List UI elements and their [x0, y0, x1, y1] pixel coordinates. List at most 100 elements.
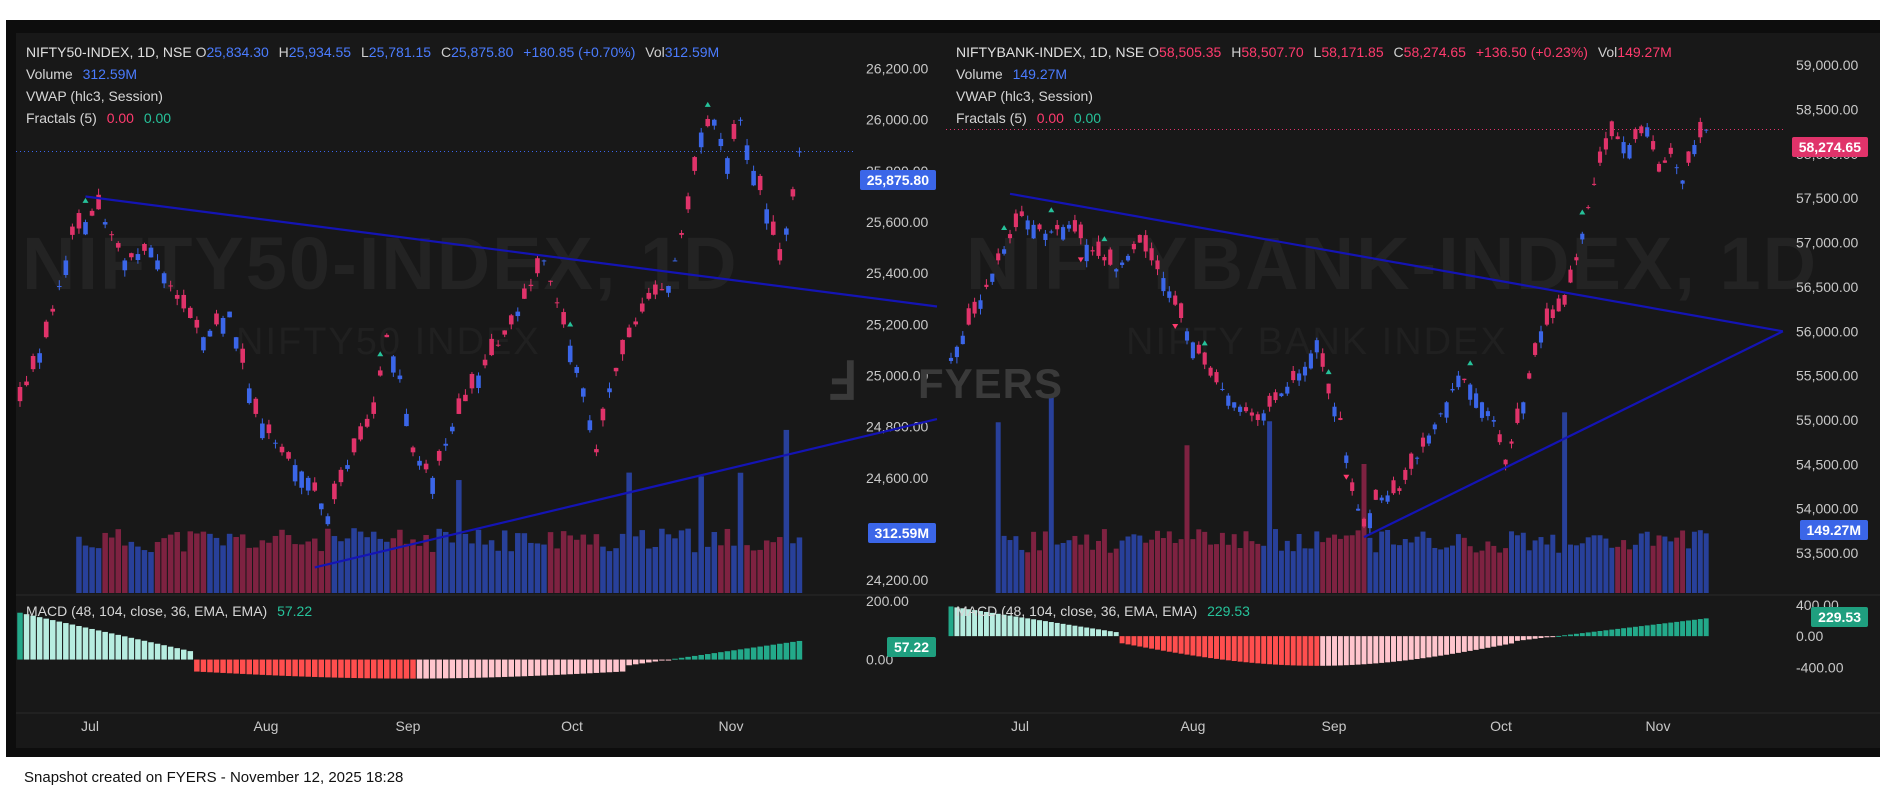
vwap-row[interactable]: VWAP (hlc3, Session)	[956, 85, 1672, 107]
volume-bar	[266, 542, 272, 593]
candle-body	[633, 321, 638, 325]
macd-bar	[1520, 636, 1526, 641]
volume-bar	[646, 548, 652, 593]
macd-tick-label: -400.00	[1796, 659, 1844, 675]
macd-bar	[311, 659, 318, 677]
candle-body	[1320, 353, 1325, 367]
nifty50-chart-svg[interactable]: 26,200.0026,000.0025,800.0025,600.0025,4…	[16, 33, 948, 748]
high-value: 58,507.70	[1241, 44, 1304, 60]
volume-bar	[108, 537, 115, 593]
macd-bar	[1184, 636, 1190, 655]
volume-bar	[1373, 552, 1379, 593]
volume-bar	[403, 543, 410, 593]
candle-body	[1297, 373, 1302, 381]
volume-bar	[1278, 550, 1284, 593]
candle-body	[1184, 331, 1190, 341]
macd-bar	[1101, 630, 1107, 637]
candle-body	[37, 353, 42, 363]
volume-bar	[757, 549, 763, 593]
macd-bar	[1255, 636, 1261, 664]
candle-body	[1072, 220, 1077, 232]
macd-bar	[1237, 636, 1243, 662]
open-value: 58,505.35	[1159, 44, 1222, 60]
macd-bar	[1308, 636, 1314, 666]
candle-body	[1120, 262, 1125, 265]
candle-body	[430, 477, 435, 494]
macd-bar	[948, 606, 954, 637]
candle-body	[1562, 295, 1567, 305]
macd-bar	[469, 659, 475, 678]
candle-body	[482, 359, 488, 366]
macd-bar	[331, 659, 338, 678]
volume-bar	[469, 543, 475, 593]
macd-bar	[161, 645, 167, 660]
snapshot-footer: Snapshot created on FYERS - November 12,…	[24, 769, 404, 786]
fractals-label: Fractals (5)	[26, 110, 97, 126]
macd-legend[interactable]: MACD (48, 104, close, 36, EMA, EMA) 57.2…	[26, 603, 312, 619]
macd-bar	[292, 659, 298, 677]
candle-body	[227, 311, 232, 318]
volume-bar	[718, 545, 724, 593]
volume-bar	[1426, 537, 1432, 593]
volume-row[interactable]: Volume 149.27M	[956, 63, 1672, 85]
volume-bar	[750, 550, 757, 593]
candle-body	[260, 423, 265, 439]
macd-bar	[1361, 636, 1367, 665]
macd-bar	[995, 613, 1001, 637]
candle-body	[1243, 407, 1249, 412]
macd-bar	[76, 626, 82, 660]
macd-bar	[1597, 631, 1603, 637]
candle-body	[1350, 482, 1355, 491]
candle-body	[1232, 402, 1237, 408]
candle-body	[990, 273, 995, 282]
macd-bar	[1615, 628, 1621, 637]
volume-bar	[1337, 538, 1343, 593]
volume-bar	[770, 542, 777, 593]
volume-bar	[1225, 544, 1231, 593]
candle-body	[469, 373, 475, 389]
candle-body	[214, 313, 219, 325]
candle-body	[1356, 508, 1361, 511]
candle-body	[1084, 244, 1089, 262]
volume-bar	[1485, 541, 1491, 593]
volume-row[interactable]: Volume 312.59M	[26, 63, 719, 85]
macd-bar	[429, 659, 436, 679]
macd-bar	[685, 656, 691, 660]
volume-bar	[560, 531, 567, 593]
nifty50-chart-panel[interactable]: NIFTY50-INDEX, 1D NIFTY50 INDEX 26,200.0…	[16, 33, 948, 748]
niftybank-chart-panel[interactable]: NIFTYBANK-INDEX, 1D NIFTY BANK INDEX 59,…	[946, 33, 1880, 748]
vwap-row[interactable]: VWAP (hlc3, Session)	[26, 85, 719, 107]
candle-body	[1556, 298, 1561, 312]
macd-legend[interactable]: MACD (48, 104, close, 36, EMA, EMA) 229.…	[956, 603, 1250, 619]
niftybank-chart-svg[interactable]: 59,000.0058,500.0058,000.0057,500.0057,0…	[946, 33, 1880, 748]
volume-bar	[1503, 548, 1509, 593]
macd-bar	[115, 634, 122, 660]
macd-bar	[1355, 636, 1361, 665]
volume-bar	[1420, 531, 1426, 593]
fractals-row[interactable]: Fractals (5) 0.00 0.00	[956, 107, 1672, 129]
macd-bar	[1668, 622, 1674, 637]
macd-bar	[1119, 636, 1125, 644]
open-value: 25,834.30	[206, 44, 269, 60]
volume-bar	[102, 532, 108, 593]
candle-body	[777, 249, 783, 261]
candle-body	[450, 426, 455, 432]
macd-bar	[1550, 636, 1556, 638]
fractal-up-marker	[82, 197, 89, 203]
macd-bar	[1113, 632, 1119, 637]
candle-body	[43, 321, 49, 338]
macd-bar	[442, 659, 449, 679]
macd-bar	[698, 654, 704, 660]
volume-bar	[1514, 535, 1520, 593]
candle-body	[984, 284, 989, 287]
macd-bar	[1349, 636, 1355, 665]
candle-body	[1013, 213, 1018, 228]
macd-bar	[246, 659, 253, 675]
fractals-row[interactable]: Fractals (5) 0.00 0.00	[26, 107, 719, 129]
volume-bar	[397, 529, 403, 593]
volume-bar	[1650, 545, 1656, 593]
volume-bar	[1308, 548, 1314, 593]
volume-bar	[95, 548, 102, 593]
volume-bar	[1202, 531, 1208, 593]
y-tick-label: 25,200.00	[866, 316, 928, 332]
